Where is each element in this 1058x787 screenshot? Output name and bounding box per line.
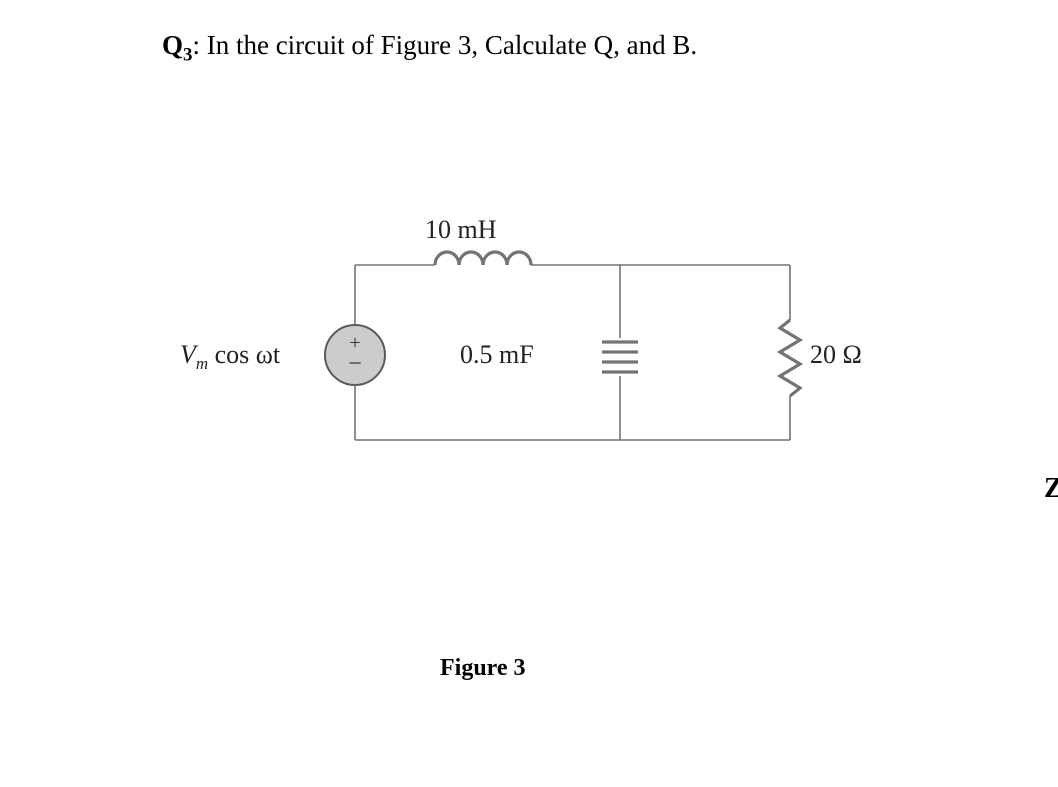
inductor-label: 10 mH — [425, 215, 497, 245]
capacitor-label: 0.5 mF — [460, 340, 534, 370]
circuit-diagram: + − 10 mH 0.5 mF 20 Ω Vm cos ωt — [170, 200, 870, 500]
question-prefix: Q — [162, 30, 183, 60]
source-v: V — [180, 340, 196, 369]
figure-caption: Figure 3 — [440, 655, 526, 682]
inductor-icon — [435, 252, 531, 265]
question-body: : In the circuit of Figure 3, Calculate … — [192, 30, 697, 60]
resistor-icon — [780, 320, 800, 396]
source-minus: − — [348, 351, 362, 377]
source-sub: m — [196, 354, 208, 373]
source-label: Vm cos ωt — [180, 340, 280, 374]
stray-character: Z — [1044, 473, 1058, 505]
resistor-label: 20 Ω — [810, 340, 862, 370]
question-text: Q3: In the circuit of Figure 3, Calculat… — [162, 30, 697, 66]
source-rest: cos ωt — [208, 340, 280, 369]
